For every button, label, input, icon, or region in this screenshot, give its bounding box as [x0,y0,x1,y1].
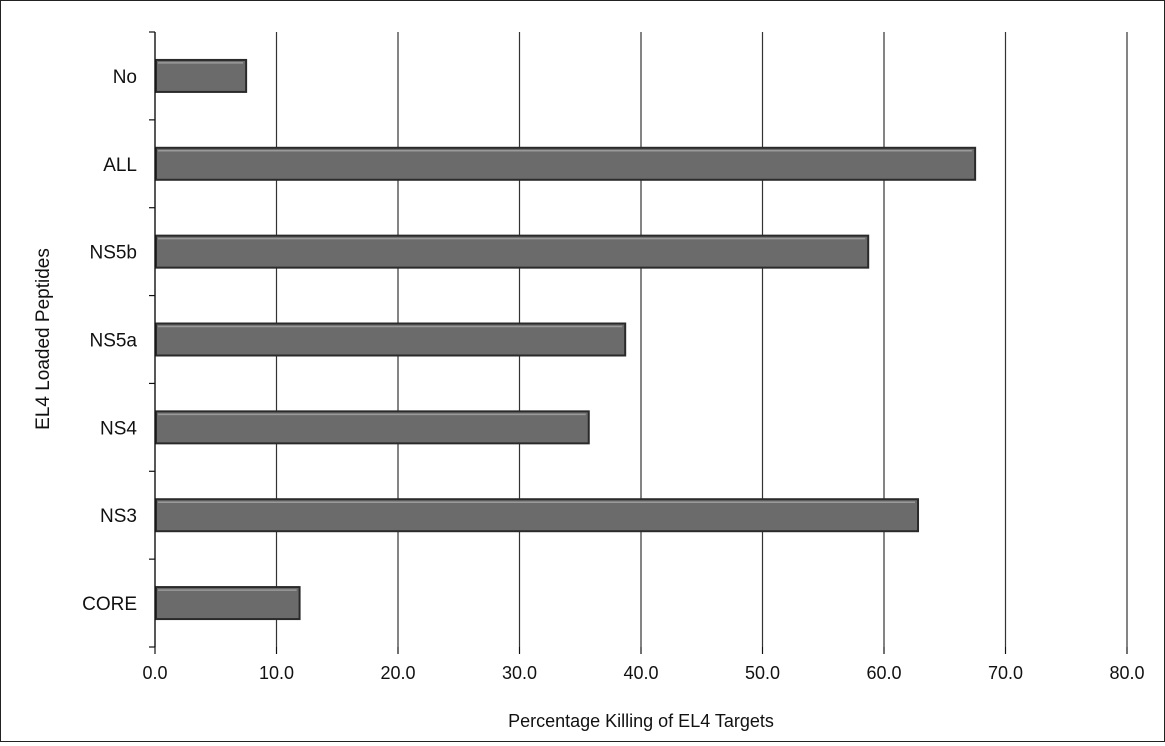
y-tick-label: NS3 [100,506,137,527]
y-tick-label: NS5a [89,331,137,352]
x-axis-title: Percentage Killing of EL4 Targets [508,711,774,731]
axes [149,31,1128,654]
x-tick-label: 70.0 [988,663,1023,683]
y-axis-title: EL4 Loaded Peptides [33,248,54,430]
y-tick-label: ALL [103,155,137,176]
x-tick-label: 50.0 [745,663,780,683]
bar-ns4 [155,410,590,445]
y-tick-label: No [113,67,137,88]
bar-all [155,146,977,181]
y-tick-label: NS5b [89,243,137,264]
bar-ns3 [155,498,920,533]
y-tick-label: CORE [82,594,137,615]
x-tick-label: 80.0 [1109,663,1144,683]
y-tick-label: NS4 [100,418,137,439]
x-tick-label: 60.0 [866,663,901,683]
x-tick-label: 30.0 [502,663,537,683]
bar-core [155,586,301,621]
bar-no [155,58,248,93]
labels: Percentage Killing of EL4 Targets EL4 Lo… [33,67,1145,731]
x-tick-label: 40.0 [623,663,658,683]
bar-ns5a [155,322,627,357]
bar-ns5b [155,234,870,269]
x-tick-label: 10.0 [259,663,294,683]
x-tick-label: 0.0 [142,663,167,683]
bars [155,58,977,621]
x-tick-label: 20.0 [380,663,415,683]
